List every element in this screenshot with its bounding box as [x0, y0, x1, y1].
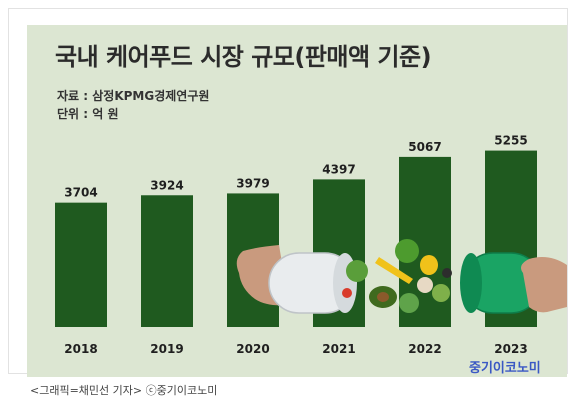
source-note: 자료 : 삼정KPMG경제연구원 [57, 89, 210, 103]
x-axis-ticks: 2018 2019 2020 2021 2022 2023 [64, 342, 527, 356]
chart-panel: 국내 케어푸드 시장 규모(판매액 기준) 자료 : 삼정KPMG경제연구원 단… [27, 25, 567, 377]
bar-2018 [55, 202, 107, 327]
capsule-illustration [236, 239, 567, 314]
bar-chart: 3704 3924 3979 4397 5067 5255 2018 2019 2020 202… [55, 134, 567, 356]
right-hand-icon [521, 257, 567, 313]
chart-title: 국내 케어푸드 시장 규모(판매액 기준) [55, 43, 432, 71]
broccoli-icon [346, 260, 368, 282]
unit-note: 단위 : 억 원 [57, 107, 119, 121]
brand-logo: 중기이코노미 [469, 361, 541, 376]
figure-frame: 국내 케어푸드 시장 규모(판매액 기준) 자료 : 삼정KPMG경제연구원 단… [8, 8, 568, 377]
value-label-2021: 4397 [322, 162, 355, 176]
value-label-2018: 3704 [64, 186, 97, 200]
carrot-icon [375, 257, 413, 284]
value-label-2020: 3979 [236, 176, 269, 190]
value-labels: 3704 3924 3979 4397 5067 5255 [64, 134, 527, 200]
x-tick-2022: 2022 [408, 342, 441, 356]
value-label-2023: 5255 [494, 134, 527, 148]
x-tick-2023: 2023 [494, 342, 527, 356]
x-tick-2018: 2018 [64, 342, 97, 356]
value-label-2022: 5067 [408, 140, 441, 154]
value-label-2019: 3924 [150, 178, 183, 192]
bar-2019 [141, 195, 193, 327]
pepper-icon [395, 239, 419, 263]
x-tick-2021: 2021 [322, 342, 355, 356]
x-tick-2019: 2019 [150, 342, 183, 356]
caption: <그래픽=채민선 기자> ⓒ중기이코노미 [30, 384, 218, 397]
tomato-icon [342, 288, 352, 298]
mushroom-icon [417, 277, 433, 293]
x-tick-2020: 2020 [236, 342, 269, 356]
